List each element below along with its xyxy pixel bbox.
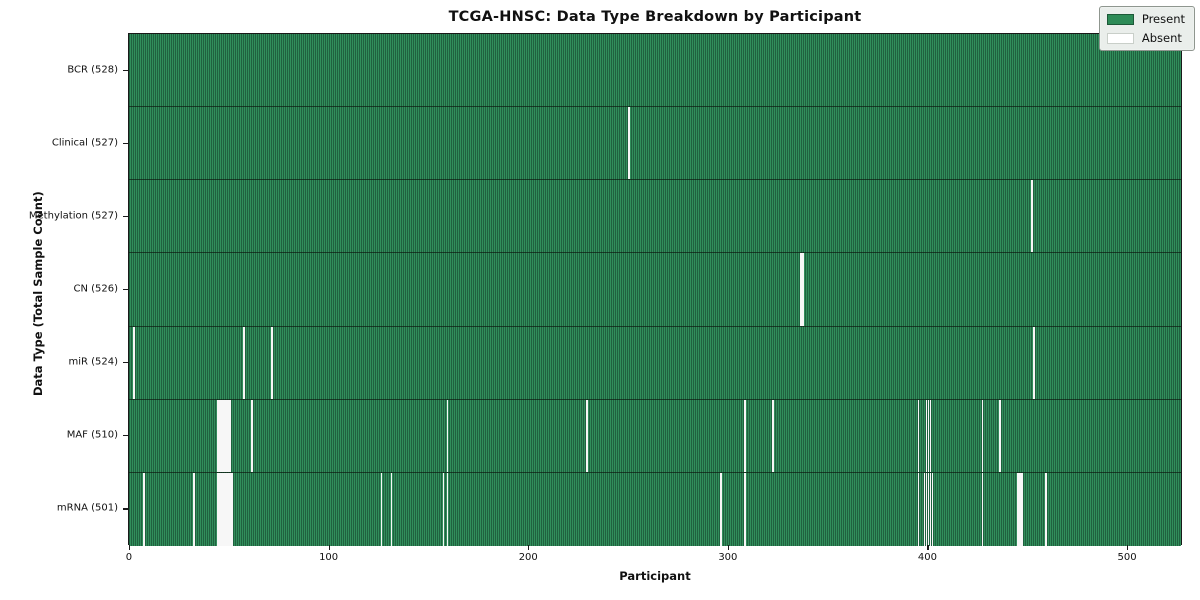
absent-gap	[230, 472, 233, 546]
absent-gap	[1021, 472, 1024, 546]
absent-gap	[917, 472, 920, 546]
row-label-cn: CN (526)	[73, 283, 118, 295]
x-tick-label: 0	[125, 552, 133, 563]
absent-gap	[222, 399, 225, 472]
y-tick	[123, 289, 128, 291]
absent-gap	[720, 472, 722, 546]
absent-gap	[931, 472, 934, 546]
absent-gap	[927, 472, 930, 546]
absent-gap	[228, 399, 231, 472]
absent-gap	[929, 472, 932, 546]
absent-gap	[270, 326, 273, 399]
heatmap-row-maf	[129, 399, 1181, 473]
absent-gap	[216, 472, 219, 546]
absent-gap	[929, 399, 932, 472]
row-label-maf: MAF (510)	[66, 429, 118, 441]
x-axis-label: Participant	[619, 569, 691, 583]
plot-area	[128, 33, 1182, 546]
absent-gap	[925, 472, 928, 546]
heatmap-row-cn	[129, 253, 1181, 327]
row-label-mrna: mRNA (501)	[56, 502, 118, 514]
absent-gap	[1017, 472, 1020, 546]
absent-gap	[1019, 472, 1022, 546]
absent-gap	[380, 472, 383, 546]
y-tick	[123, 435, 128, 437]
absent-gap	[923, 472, 926, 546]
absent-gap	[771, 399, 774, 472]
absent-gap	[226, 472, 229, 546]
row-label-bcr: BCR (528)	[67, 64, 118, 76]
absent-gap	[218, 399, 221, 472]
absent-gap	[981, 472, 984, 546]
y-tick	[123, 508, 128, 510]
heatmap-row-bcr	[129, 34, 1181, 108]
absent-gap	[222, 472, 225, 546]
legend-absent-label: Absent	[1141, 31, 1182, 45]
x-tick	[128, 545, 131, 550]
absent-gap	[586, 399, 588, 472]
absent-gap	[981, 399, 984, 472]
absent-gap	[133, 326, 135, 399]
absent-swatch	[1106, 32, 1134, 44]
x-tick-label: 300	[718, 552, 738, 563]
x-tick-label: 400	[917, 552, 938, 563]
absent-gap	[224, 399, 227, 472]
absent-gap	[628, 107, 630, 180]
absent-gap	[917, 399, 920, 472]
legend-present-label: Present	[1141, 12, 1185, 26]
x-tick-label: 500	[1117, 552, 1137, 563]
absent-gap	[1033, 326, 1036, 399]
y-tick	[123, 362, 128, 364]
absent-gap	[743, 399, 746, 472]
legend-entry-present: Present	[1106, 12, 1185, 26]
y-tick	[123, 69, 128, 71]
absent-gap	[193, 472, 195, 546]
y-tick	[123, 142, 128, 144]
absent-gap	[927, 399, 930, 472]
x-tick	[727, 545, 730, 550]
row-label-mir: miR (524)	[68, 356, 118, 368]
present-swatch	[1106, 13, 1134, 25]
absent-gap	[218, 472, 221, 546]
absent-gap	[242, 326, 245, 399]
legend-entry-absent: Absent	[1106, 31, 1185, 45]
heatmap-row-methylation	[129, 180, 1181, 254]
absent-gap	[224, 472, 227, 546]
absent-gap	[228, 472, 231, 546]
absent-gap	[220, 472, 223, 546]
absent-gap	[442, 472, 445, 546]
x-tick	[1127, 545, 1129, 550]
absent-gap	[1031, 180, 1034, 253]
absent-gap	[226, 399, 229, 472]
heatmap-row-mrna	[129, 472, 1181, 546]
absent-gap	[143, 472, 145, 546]
absent-gap	[446, 399, 449, 472]
absent-gap	[250, 399, 253, 472]
row-label-clinical: Clinical (527)	[51, 137, 118, 149]
absent-gap	[925, 399, 928, 472]
absent-gap	[216, 399, 219, 472]
x-tick-label: 100	[319, 552, 339, 563]
absent-gap	[999, 399, 1002, 472]
heatmap-row-mir	[129, 326, 1181, 400]
x-tick	[528, 545, 530, 550]
legend: Present Absent	[1098, 6, 1195, 51]
absent-gap	[799, 253, 802, 326]
chart-title: TCGA-HNSC: Data Type Breakdown by Partic…	[448, 9, 862, 25]
absent-gap	[1045, 472, 1048, 546]
absent-gap	[801, 253, 804, 326]
heatmap-row-clinical	[129, 107, 1181, 181]
y-tick	[123, 215, 128, 218]
x-tick-label: 200	[518, 552, 538, 563]
absent-gap	[446, 472, 449, 546]
x-tick	[927, 545, 929, 550]
absent-gap	[220, 399, 223, 472]
row-label-methylation: Methylation (527)	[28, 210, 118, 222]
absent-gap	[743, 472, 746, 546]
x-tick	[328, 545, 330, 550]
absent-gap	[390, 472, 393, 546]
